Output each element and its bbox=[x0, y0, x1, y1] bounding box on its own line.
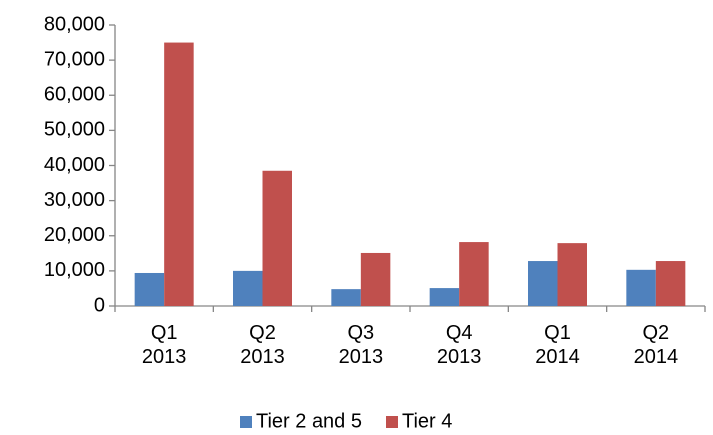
bar bbox=[262, 170, 292, 306]
legend-swatch bbox=[240, 416, 252, 428]
bar bbox=[528, 261, 558, 306]
y-tick-label: 70,000 bbox=[44, 48, 105, 70]
bar bbox=[459, 242, 489, 306]
x-tick-label: Q3 2013 bbox=[339, 322, 384, 368]
y-tick-label: 0 bbox=[94, 294, 105, 316]
legend-label: Tier 2 and 5 bbox=[256, 410, 362, 432]
bar bbox=[655, 261, 686, 306]
x-tick-label: Q1 2013 bbox=[142, 322, 187, 368]
x-tick-label: Q1 2014 bbox=[535, 322, 580, 368]
y-tick-label: 10,000 bbox=[44, 259, 105, 281]
bar bbox=[233, 270, 263, 306]
legend-label: Tier 4 bbox=[402, 410, 452, 432]
bar bbox=[331, 289, 361, 306]
y-tick-label: 20,000 bbox=[44, 224, 105, 246]
y-tick-label: 40,000 bbox=[44, 154, 105, 176]
y-tick-label: 60,000 bbox=[44, 84, 105, 106]
y-tick-label: 80,000 bbox=[44, 13, 105, 35]
y-tick-label: 30,000 bbox=[44, 189, 105, 211]
bar bbox=[134, 272, 165, 306]
bar bbox=[164, 42, 194, 306]
x-tick-label: Q4 2013 bbox=[437, 322, 482, 368]
x-tick-label: Q2 2013 bbox=[240, 322, 285, 368]
y-tick-label: 50,000 bbox=[44, 119, 105, 141]
x-tick-label: Q2 2014 bbox=[634, 322, 679, 368]
legend: Tier 2 and 5 Tier 4 bbox=[240, 410, 452, 432]
bar bbox=[360, 252, 391, 306]
bar bbox=[557, 243, 587, 306]
legend-swatch bbox=[386, 416, 398, 428]
bar bbox=[429, 288, 460, 306]
bar bbox=[626, 269, 656, 306]
